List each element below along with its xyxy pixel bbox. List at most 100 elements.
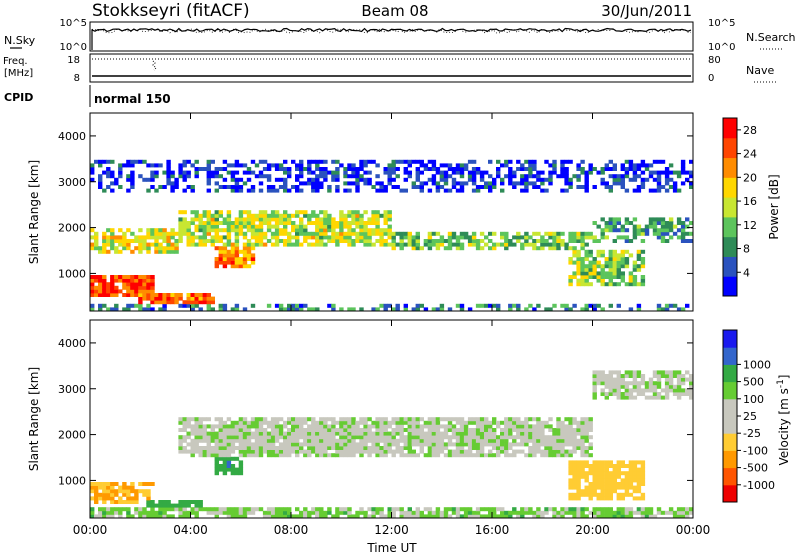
heatmap-cell [596,271,601,276]
heatmap-cell [604,282,609,287]
heatmap-cell [612,228,617,233]
heatmap-cell [98,289,103,294]
heatmap-cell [648,221,654,225]
heatmap-cell [110,170,115,175]
heatmap-cell [190,431,195,436]
heatmap-cell [467,507,473,512]
heatmap-cell [339,507,344,512]
heatmap-cell [383,221,388,225]
noise-right-tick-top: 10^5 [708,18,735,29]
heatmap-cell [323,177,328,182]
heatmap-cell [238,420,244,425]
heatmap-cell [359,417,364,422]
heatmap-cell [371,446,376,450]
heatmap-cell [656,231,662,236]
heatmap-cell [126,489,131,494]
heatmap-cell [258,174,264,179]
heatmap-cell [524,420,529,425]
heatmap-cell [572,471,577,476]
heatmap-cell [395,242,400,247]
heatmap-cell [206,217,211,222]
heatmap-cell [295,424,300,429]
heatmap-cell [479,185,485,189]
heatmap-cell [556,453,561,458]
heatmap-cell [230,431,236,436]
heatmap-cell [475,185,481,189]
heatmap-cell [283,453,288,458]
heatmap-cell [496,420,501,425]
heatmap-cell [331,303,336,308]
heatmap-cell [379,231,384,236]
heatmap-cell [347,188,352,193]
heatmap-cell [246,188,252,193]
heatmap-cell [419,424,424,429]
heatmap-cell [528,431,533,436]
heatmap-cell [98,159,103,164]
heatmap-cell [287,438,292,443]
heatmap-cell [528,428,533,432]
heatmap-cell [668,381,674,386]
heatmap-cell [214,424,219,429]
power-colorbar-frame [722,117,738,297]
heatmap-cell [500,507,505,512]
heatmap-cell [399,231,404,236]
heatmap-cell [656,228,662,233]
heatmap-cell [246,170,252,175]
heatmap-cell [484,507,489,512]
colorbar-tick-label: 20 [743,171,757,184]
heatmap-cell [258,449,264,454]
heatmap-cell [110,174,115,179]
heatmap-cell [560,514,565,519]
heatmap-cell [604,260,609,265]
colorbar-tick-label: -1000 [743,479,775,492]
heatmap-cell [178,167,183,171]
heatmap-cell [291,235,296,240]
heatmap-cell [226,435,232,440]
heatmap-cell [234,307,240,312]
heatmap-cell [403,235,408,240]
heatmap-cell [222,228,228,233]
heatmap-cell [102,485,107,490]
heatmap-cell [572,253,577,258]
heatmap-cell [656,170,662,175]
heatmap-cell [142,282,147,287]
heatmap-cell [451,424,457,429]
heatmap-cell [347,231,352,236]
heatmap-cell [463,428,469,432]
heatmap-cell [295,224,300,229]
heatmap-cell [194,449,199,454]
heatmap-cell [363,242,368,247]
heatmap-cell [536,431,541,436]
heatmap-cell [568,478,573,483]
heatmap-cell [604,471,609,476]
heatmap-cell [508,242,513,247]
heatmap-cell [508,424,513,429]
heatmap-cell [331,420,336,425]
heatmap-cell [182,514,187,519]
heatmap-cell [206,417,211,422]
heatmap-cell [154,514,159,519]
heatmap-cell [435,507,441,512]
heatmap-cell [668,370,674,375]
heatmap-cell [287,213,292,218]
heatmap-cell [383,239,388,243]
heatmap-cell [258,170,264,175]
heatmap-cell [508,420,513,425]
heatmap-cell [656,384,662,389]
heatmap-cell [90,507,95,512]
heatmap-cell [415,246,420,251]
heatmap-cell [246,510,252,515]
colorbar-tick-label: 4 [743,266,750,279]
heatmap-cell [266,420,272,425]
heatmap-cell [278,163,284,168]
heatmap-cell [162,500,167,504]
heatmap-cell [359,228,364,233]
heatmap-cell [210,170,215,175]
heatmap-cell [339,442,344,447]
heatmap-cell [274,424,280,429]
heatmap-cell [238,417,244,422]
heatmap-cell [166,503,171,508]
heatmap-cell [242,428,248,432]
heatmap-cell [620,174,625,179]
